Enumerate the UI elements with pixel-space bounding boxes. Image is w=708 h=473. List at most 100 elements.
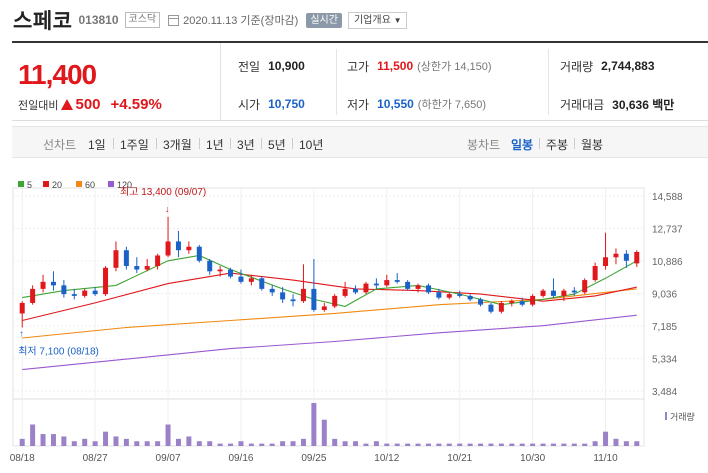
volume-bar bbox=[436, 443, 442, 446]
volume-bar bbox=[509, 443, 515, 446]
high-arrow-icon: ↓ bbox=[165, 204, 170, 214]
period-10y[interactable]: 10년 bbox=[299, 138, 324, 152]
candle-daily[interactable]: 일봉 bbox=[511, 138, 534, 152]
volume-bar bbox=[603, 431, 609, 446]
period-1d[interactable]: 1일 bbox=[88, 138, 106, 152]
volume-bar bbox=[363, 443, 369, 446]
realtime-button[interactable]: 실시간 bbox=[306, 12, 342, 28]
plot-frame bbox=[12, 187, 645, 447]
volume-legend-swatch bbox=[665, 412, 667, 420]
price-block: 11,400 전일대비 500 +4.59% bbox=[12, 43, 221, 121]
volume-bar bbox=[394, 443, 400, 446]
volume-bar bbox=[613, 438, 619, 446]
stock-header: 스페코 013810 코스닥 2020.11.13 기준(장마감) 실시간 기업… bbox=[0, 0, 708, 40]
candle-weekly[interactable]: 주봉 bbox=[546, 138, 569, 152]
change-percent: +4.59% bbox=[110, 96, 162, 113]
legend-swatch bbox=[43, 181, 49, 187]
candle-body bbox=[228, 269, 234, 277]
lower-limit: (하한가 7,650) bbox=[417, 99, 487, 111]
divider bbox=[199, 138, 200, 149]
volume-bar bbox=[478, 443, 484, 446]
divider bbox=[574, 138, 575, 149]
volume-bar bbox=[165, 424, 171, 446]
volume-bar bbox=[300, 438, 306, 446]
candle-body bbox=[436, 292, 442, 298]
low-cell: 저가 10,550 (하한가 7,650) bbox=[347, 85, 486, 123]
ma60-line bbox=[22, 288, 637, 339]
period-3m[interactable]: 3개월 bbox=[163, 138, 192, 152]
x-tick-label: 08/27 bbox=[83, 453, 108, 464]
candle-body bbox=[478, 299, 484, 305]
volume-bar bbox=[61, 436, 67, 446]
company-overview-button[interactable]: 기업개요 ▼ bbox=[347, 11, 408, 29]
candle-body bbox=[509, 301, 515, 303]
candle-body bbox=[113, 250, 119, 268]
volume-bar bbox=[550, 443, 556, 446]
open-cell: 시가 10,750 bbox=[238, 85, 305, 123]
stock-name: 스페코 bbox=[13, 10, 73, 33]
upper-limit: (상한가 14,150) bbox=[417, 61, 492, 73]
change-amount: 500 bbox=[75, 96, 101, 113]
candle-body bbox=[415, 285, 421, 289]
period-3y[interactable]: 3년 bbox=[237, 138, 255, 152]
low-annotation: 최저 7,100 (08/18) bbox=[18, 345, 99, 357]
candle-body bbox=[634, 251, 640, 264]
legend-label: 20 bbox=[52, 180, 62, 190]
candle-body bbox=[19, 302, 25, 314]
volume-bar bbox=[290, 441, 296, 446]
divider bbox=[230, 138, 231, 149]
x-tick-label: 11/10 bbox=[593, 453, 618, 464]
volume-bar bbox=[384, 443, 390, 446]
candle-body bbox=[592, 266, 598, 281]
period-1w[interactable]: 1주일 bbox=[120, 138, 149, 152]
candle-body bbox=[238, 276, 244, 282]
candle-body bbox=[196, 246, 202, 261]
candle-body bbox=[467, 295, 473, 300]
volume-bar bbox=[134, 441, 140, 446]
volume-bar bbox=[561, 443, 567, 446]
legend-label: 5 bbox=[27, 180, 32, 190]
change-label: 전일대비 bbox=[18, 99, 59, 112]
period-1y[interactable]: 1년 bbox=[206, 138, 224, 152]
candlestick-chart: 14,588 12,737 10,886 9,036 7,185 5,334 3,484 08… bbox=[10, 180, 695, 464]
volume-bar bbox=[405, 443, 411, 446]
y-tick-label: 5,334 bbox=[652, 355, 677, 366]
candle-body bbox=[71, 294, 77, 296]
candle-body bbox=[394, 280, 400, 282]
stock-code: 013810 bbox=[78, 13, 119, 27]
candle-body bbox=[613, 253, 619, 258]
y-tick-label: 7,185 bbox=[652, 322, 677, 333]
candle-body bbox=[550, 290, 556, 296]
candle-body bbox=[582, 280, 588, 293]
volume-bar bbox=[425, 443, 431, 446]
candle-body bbox=[332, 295, 338, 307]
candle-body bbox=[530, 295, 536, 305]
candle-body bbox=[353, 288, 359, 293]
candle-body bbox=[623, 253, 629, 261]
volume-bar bbox=[196, 441, 202, 446]
x-tick-label: 09/07 bbox=[156, 453, 181, 464]
candle-body bbox=[425, 285, 431, 293]
volume-bar bbox=[446, 443, 452, 446]
candle-body bbox=[207, 260, 213, 272]
candle-body bbox=[175, 241, 181, 251]
volume-value: 2,744,883 bbox=[601, 59, 655, 73]
candle-body bbox=[603, 257, 609, 267]
prev-close-cell: 전일 10,900 bbox=[238, 47, 305, 85]
volume-bar bbox=[92, 441, 98, 446]
volume-bar bbox=[498, 443, 504, 446]
volume-bar bbox=[321, 419, 327, 446]
divider bbox=[113, 138, 114, 149]
trade-value-cell: 거래대금 30,636 백만 bbox=[560, 85, 674, 123]
candle-body bbox=[405, 281, 411, 289]
candle-monthly[interactable]: 월봉 bbox=[581, 138, 604, 152]
calendar-icon bbox=[168, 14, 180, 26]
legend-label: 60 bbox=[85, 180, 95, 190]
y-tick-label: 10,886 bbox=[652, 257, 683, 268]
legend-swatch bbox=[108, 181, 114, 187]
volume-bar bbox=[228, 443, 234, 446]
volume-bar bbox=[332, 438, 338, 446]
candle-body bbox=[571, 290, 577, 293]
candle-body bbox=[300, 288, 306, 302]
period-5y[interactable]: 5년 bbox=[268, 138, 286, 152]
